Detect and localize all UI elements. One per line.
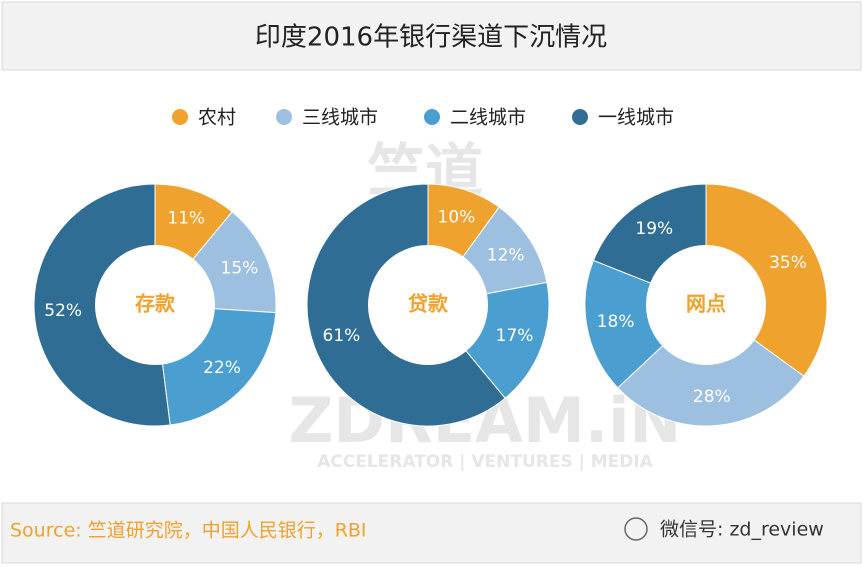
data-label: 17% [496, 326, 534, 346]
legend-swatch [276, 109, 292, 125]
donut-slice [617, 304, 805, 427]
data-label: 19% [635, 219, 673, 239]
legend-label: 二线城市 [450, 107, 526, 129]
donut-slice [584, 259, 707, 389]
data-label: 11% [167, 208, 205, 228]
data-label: 12% [487, 246, 525, 266]
donut-hole [95, 245, 215, 365]
legend-swatch [172, 109, 188, 125]
plots: 农村 三线城市 二线城市 一线城市 11% 15% 22% 52% 存款 10% 12% 17% 61%… [33, 107, 828, 427]
data-label: 22% [203, 358, 241, 378]
center-label: 网点 [686, 292, 726, 316]
center-label: 贷款 [408, 292, 449, 316]
header-band [1, 1, 862, 71]
legend-swatch [424, 109, 440, 125]
legend-label: 农村 [198, 107, 236, 129]
donut-hole [368, 245, 488, 365]
center-label: 存款 [135, 292, 176, 316]
data-label: 61% [323, 326, 361, 346]
chart-title: 印度2016年银行渠道下沉情况 [255, 23, 607, 53]
data-label: 15% [221, 258, 259, 278]
data-label: 18% [597, 312, 635, 332]
legend-swatch [572, 109, 588, 125]
wechat-icon [624, 517, 648, 541]
donut-slice [705, 183, 828, 377]
legend-label: 三线城市 [302, 107, 378, 129]
source: Source: 竺道研究院，中国人民银行，RBI [10, 520, 367, 542]
legend-label: 一线城市 [598, 107, 674, 129]
watermark: ACCELERATOR | VENTURES | MEDIA [317, 452, 654, 472]
wechat-id: 微信号: zd_review [660, 519, 824, 541]
footer-band [1, 502, 862, 564]
data-label: 10% [438, 208, 476, 228]
donut-hole [646, 245, 766, 365]
data-label: 52% [44, 301, 82, 321]
data-label: 28% [693, 387, 731, 407]
data-label: 35% [769, 253, 807, 273]
